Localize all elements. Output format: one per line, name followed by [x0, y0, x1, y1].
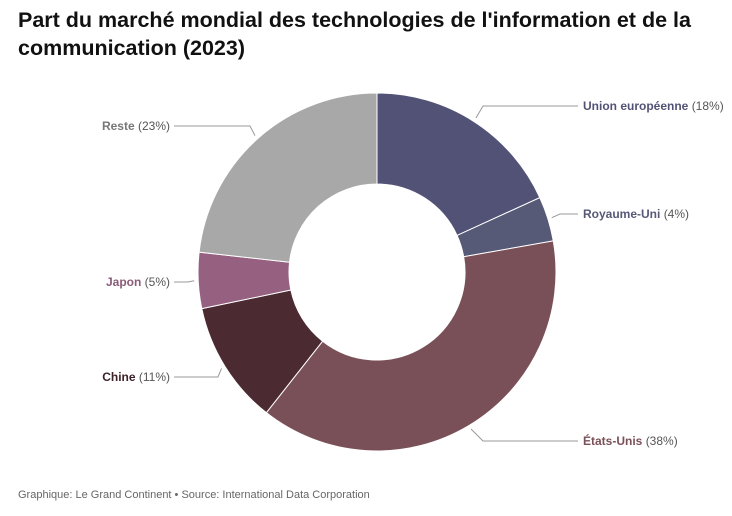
donut-slices — [197, 92, 557, 452]
leader-line — [174, 280, 195, 283]
slice-label-name: Japon — [106, 275, 145, 289]
slice-label: Union européenne (18%) — [583, 99, 724, 113]
leader-line — [174, 368, 222, 378]
slice-labels: Union européenne (18%) Royaume-Uni (4%) Ét… — [102, 99, 724, 448]
slice-label-percent: (23%) — [138, 119, 170, 133]
slice-reste — [198, 92, 378, 263]
slice-label-percent: (38%) — [646, 434, 678, 448]
slice-label: Japon (5%) — [106, 275, 170, 289]
source-footer: Graphique: Le Grand Continent • Source: … — [18, 489, 370, 501]
leader-line — [475, 105, 578, 119]
donut-chart: Union européenne (18%) Royaume-Uni (4%) Ét… — [102, 92, 724, 452]
slice-label-name: Royaume-Uni — [583, 207, 664, 221]
slice-label-percent: (11%) — [139, 370, 170, 384]
leader-line — [551, 213, 578, 219]
leader-line — [470, 428, 578, 442]
leader-line — [174, 125, 256, 136]
slice-label-name: États-Unis — [583, 433, 646, 448]
slice-label-percent: (4%) — [664, 207, 689, 221]
slice--tats-unis — [265, 240, 557, 452]
slice-label-percent: (18%) — [692, 99, 724, 113]
slice-label-percent: (5%) — [145, 275, 170, 289]
leader-lines — [174, 105, 578, 442]
slice-union-europ-enne — [376, 92, 541, 237]
slice-label: Chine (11%) — [102, 370, 170, 384]
slice-label-name: Reste — [102, 119, 138, 133]
chart-title: Part du marché mondial des technologies … — [18, 8, 691, 60]
slice-label: États-Unis (38%) — [583, 433, 678, 448]
slice-label-name: Chine — [102, 370, 139, 384]
slice-label: Reste (23%) — [102, 119, 170, 133]
slice-label: Royaume-Uni (4%) — [583, 207, 689, 221]
slice-label-name: Union européenne — [583, 99, 692, 113]
